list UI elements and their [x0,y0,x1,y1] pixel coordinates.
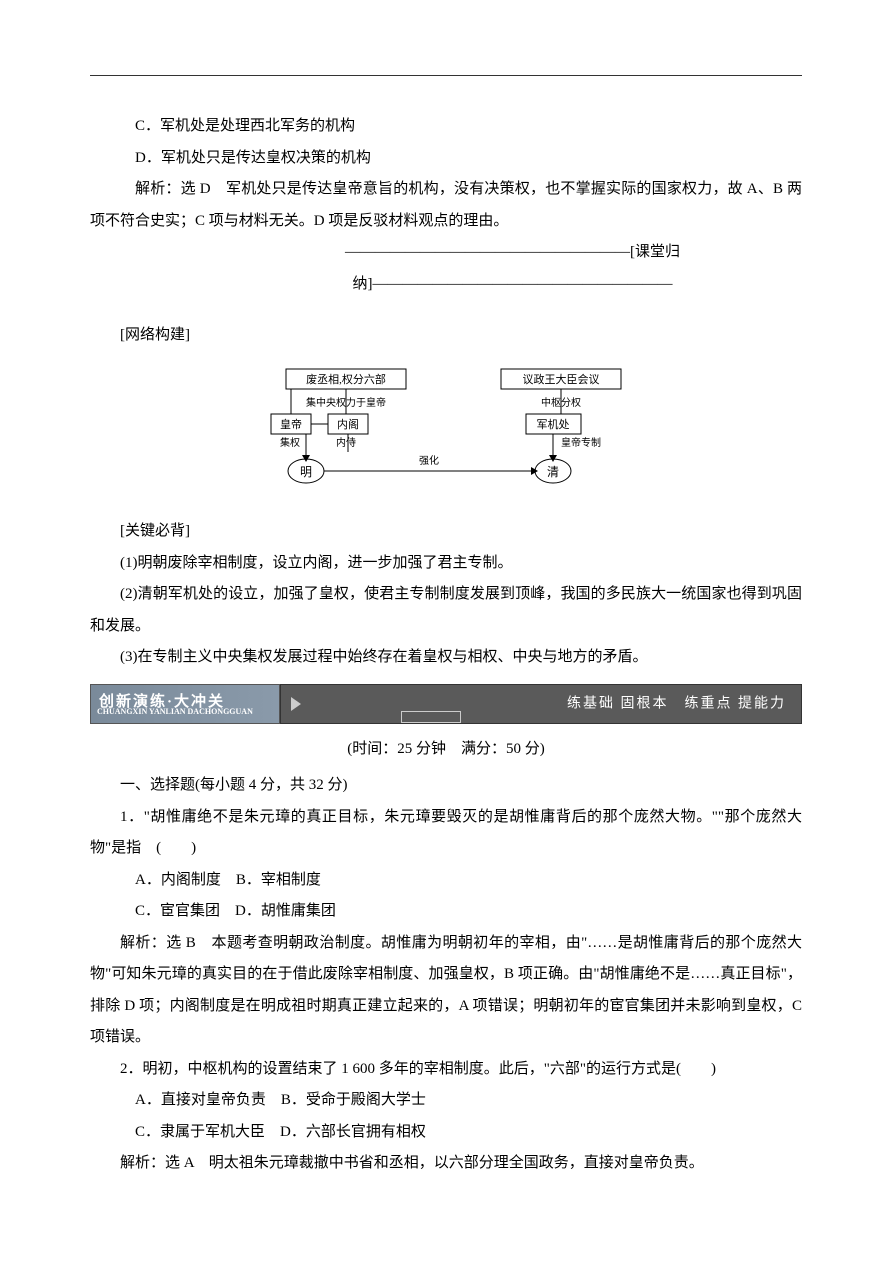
diagram-box-top-right: 议政王大臣会议 [523,372,600,386]
diagram-label-jiquan: 集权 [280,436,300,449]
exam-info: (时间：25 分钟 满分：50 分) [90,734,802,766]
section-divider-2: 纳]———————————————————— [90,269,802,301]
section-divider-1: ———————————————————[课堂归 [90,237,802,269]
hurdle-icon [401,711,461,723]
banner-subtitle: CHUANGXIN YANLIAN DACHONGGUAN [97,704,253,721]
explanation-d: 解析：选 D 军机处只是传达皇帝意旨的机构，没有决策权，也不掌握实际的国家权力，… [90,174,802,237]
header-divider [90,75,802,76]
question-2-explain: 解析：选 A 明太祖朱元璋裁撤中书省和丞相，以六部分理全国政务，直接对皇帝负责。 [90,1148,802,1180]
question-2-cd: C．隶属于军机大臣 D．六部长官拥有相权 [90,1117,802,1149]
option-c: C．军机处是处理西北军务的机构 [90,111,802,143]
diagram-box-junjichu: 军机处 [537,417,570,431]
key-point-2: (2)清朝军机处的设立，加强了皇权，使君主专制制度发展到顶峰，我国的多民族大一统… [90,579,802,642]
diagram-label-neishi: 内侍 [336,436,356,449]
diagram-oval-ming: 明 [300,465,312,479]
diagram-oval-qing: 清 [547,465,559,479]
question-1-cd: C．宦官集团 D．胡惟庸集团 [90,896,802,928]
diagram-container: 废丞相,权分六部 集中央权力于皇帝 皇帝 内阁 集权 内侍 明 议政王大臣会议 … [90,364,802,507]
question-2-text: 2．明初，中枢机构的设置结束了 1 600 多年的宰相制度。此后，"六部"的运行… [90,1054,802,1086]
section-network-heading: [网络构建] [90,320,802,352]
diagram-arrow-label: 强化 [419,454,439,467]
question-1-ab: A．内阁制度 B．宰相制度 [90,865,802,897]
key-point-3: (3)在专制主义中央集权发展过程中始终存在着皇权与相权、中央与地方的矛盾。 [90,642,802,674]
option-d: D．军机处只是传达皇权决策的机构 [90,143,802,175]
section-choice-heading: 一、选择题(每小题 4 分，共 32 分) [90,770,802,802]
play-icon [291,697,301,711]
dash-text-1: ———————————————————[课堂归 [345,244,680,260]
question-1-explain: 解析：选 B 本题考查明朝政治制度。胡惟庸为明朝初年的宰相，由"……是胡惟庸背后… [90,928,802,1054]
practice-banner: 创新演练·大冲关 CHUANGXIN YANLIAN DACHONGGUAN 练… [90,684,802,724]
section-key-heading: [关键必背] [90,516,802,548]
diagram-label-zhuanzhi: 皇帝专制 [561,436,601,449]
network-diagram: 废丞相,权分六部 集中央权力于皇帝 皇帝 内阁 集权 内侍 明 议政王大臣会议 … [246,364,646,494]
dash-text-2: 纳]———————————————————— [353,276,673,292]
key-point-1: (1)明朝废除宰相制度，设立内阁，进一步加强了君主专制。 [90,548,802,580]
banner-right-text: 练基础 固根本 练重点 提能力 [567,689,786,718]
banner-track: 练基础 固根本 练重点 提能力 [280,684,802,724]
diagram-box-top-left: 废丞相,权分六部 [306,372,386,386]
banner-left-section: 创新演练·大冲关 CHUANGXIN YANLIAN DACHONGGUAN [90,684,280,724]
diagram-box-emperor: 皇帝 [280,417,302,431]
diagram-box-cabinet: 内阁 [337,417,359,431]
question-1-text: 1．"胡惟庸绝不是朱元璋的真正目标，朱元璋要毁灭的是胡惟庸背后的那个庞然大物。"… [90,802,802,865]
question-2-ab: A．直接对皇帝负责 B．受命于殿阁大学士 [90,1085,802,1117]
